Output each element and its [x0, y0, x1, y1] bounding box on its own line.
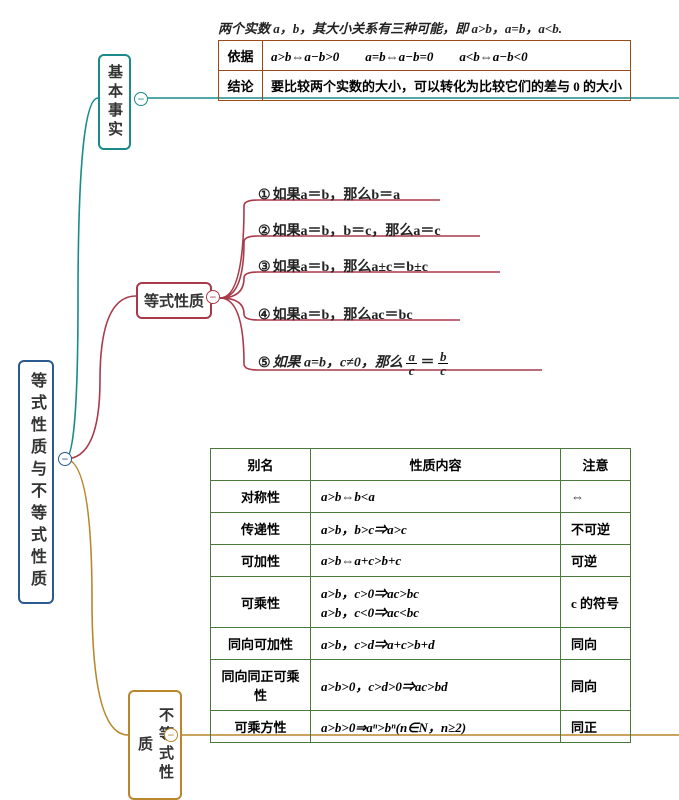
root-node: 等式性质与不等式性质 — [18, 360, 54, 604]
row-note: 同正 — [561, 711, 631, 743]
row-name: 同向同正可乘性 — [211, 660, 311, 711]
fraction-ac: ac — [406, 350, 417, 377]
eq-text-3: 如果a＝b，那么a±c＝b±c — [273, 260, 428, 275]
row-name: 可乘方性 — [211, 711, 311, 743]
eq-text-5a: 如果 a=b，c≠0，那么 — [273, 356, 403, 371]
bot-h3: 注意 — [561, 449, 631, 481]
eq-item-5: ⑤如果 a=b，c≠0，那么 ac ＝ bc — [258, 350, 448, 377]
table-row: 可加性a>b⇔a+c>b+c可逆 — [211, 545, 631, 577]
inequality-properties-table: 别名 性质内容 注意 对称性a>b⇔b<a⇔传递性a>b，b>c⇒a>c不可逆可… — [210, 448, 631, 743]
basic-facts-table: 依据 a>b⇔a−b>0 a=b⇔a−b=0 a<b⇔a−b<0 结论 要比较两… — [218, 40, 631, 101]
row-name: 传递性 — [211, 513, 311, 545]
eq-text-4: 如果a＝b，那么ac＝bc — [273, 308, 413, 323]
table-row: 可乘方性a>b>0⇒aⁿ>bⁿ(n∈N，n≥2)同正 — [211, 711, 631, 743]
row-note: ⇔ — [561, 481, 631, 513]
collapse-b3-icon[interactable] — [164, 728, 178, 742]
row-name: 对称性 — [211, 481, 311, 513]
row-content: a>b，b>c⇒a>c — [311, 513, 561, 545]
eq-item-2: ②如果a＝b，b＝c，那么a＝c — [258, 220, 441, 240]
fraction-bc: bc — [438, 350, 449, 377]
circled-5-icon: ⑤ — [258, 355, 271, 372]
branch-equality-properties: 等式性质 — [136, 282, 212, 319]
top-r2-content: 要比较两个实数的大小，可以转化为比较它们的差与 0 的大小 — [263, 71, 631, 101]
row-note: 同向 — [561, 660, 631, 711]
row-note: 可逆 — [561, 545, 631, 577]
collapse-root-icon[interactable] — [58, 452, 72, 466]
circled-1-icon: ① — [258, 187, 271, 204]
eq-text-2: 如果a＝b，b＝c，那么a＝c — [273, 224, 441, 239]
table-row: 对称性a>b⇔b<a⇔ — [211, 481, 631, 513]
row-content: a>b，c>d⇒a+c>b+d — [311, 628, 561, 660]
circled-4-icon: ④ — [258, 307, 271, 324]
row-note: 同向 — [561, 628, 631, 660]
eq-text-5eq: ＝ — [420, 356, 434, 371]
row-content: a>b>0，c>d>0⇒ac>bd — [311, 660, 561, 711]
branch-basic-facts: 基本事实 — [98, 54, 131, 150]
eq-item-3: ③如果a＝b，那么a±c＝b±c — [258, 256, 428, 276]
bot-h2: 性质内容 — [311, 449, 561, 481]
row-content: a>b，c>0⇒ac>bca>b，c<0⇒ac<bc — [311, 577, 561, 628]
circled-2-icon: ② — [258, 223, 271, 240]
table-row: 同向同正可乘性a>b>0，c>d>0⇒ac>bd同向 — [211, 660, 631, 711]
eq-item-4: ④如果a＝b，那么ac＝bc — [258, 304, 413, 324]
top-r1-header: 依据 — [219, 41, 263, 71]
top-r2-header: 结论 — [219, 71, 263, 101]
collapse-b2-icon[interactable] — [206, 290, 220, 304]
branch-inequality-properties: 不等式性质 — [128, 690, 182, 800]
row-content: a>b⇔a+c>b+c — [311, 545, 561, 577]
table-row: 可乘性a>b，c>0⇒ac>bca>b，c<0⇒ac<bcc 的符号 — [211, 577, 631, 628]
circled-3-icon: ③ — [258, 259, 271, 276]
row-name: 可乘性 — [211, 577, 311, 628]
table-row: 同向可加性a>b，c>d⇒a+c>b+d同向 — [211, 628, 631, 660]
row-name: 可加性 — [211, 545, 311, 577]
row-content: a>b⇔b<a — [311, 481, 561, 513]
row-note: 不可逆 — [561, 513, 631, 545]
row-content: a>b>0⇒aⁿ>bⁿ(n∈N，n≥2) — [311, 711, 561, 743]
top-r1-content: a>b⇔a−b>0 a=b⇔a−b=0 a<b⇔a−b<0 — [263, 41, 631, 71]
eq-item-1: ①如果a＝b，那么b＝a — [258, 184, 400, 204]
eq-text-1: 如果a＝b，那么b＝a — [273, 188, 401, 203]
row-note: c 的符号 — [561, 577, 631, 628]
collapse-b1-icon[interactable] — [134, 92, 148, 106]
table-row: 传递性a>b，b>c⇒a>c不可逆 — [211, 513, 631, 545]
intro-text: 两个实数 a，b，其大小关系有三种可能，即 a>b，a=b，a<b. — [218, 18, 562, 37]
row-name: 同向可加性 — [211, 628, 311, 660]
bot-h1: 别名 — [211, 449, 311, 481]
